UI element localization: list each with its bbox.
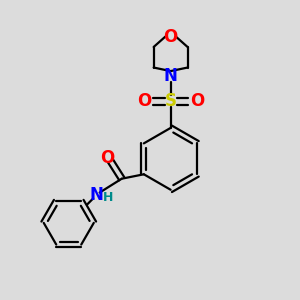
Text: O: O <box>164 28 178 46</box>
Text: N: N <box>90 186 104 204</box>
Text: O: O <box>100 148 115 166</box>
Text: N: N <box>164 68 178 85</box>
Text: H: H <box>103 191 113 204</box>
Text: O: O <box>190 92 204 110</box>
Text: O: O <box>137 92 151 110</box>
Text: S: S <box>165 92 177 110</box>
